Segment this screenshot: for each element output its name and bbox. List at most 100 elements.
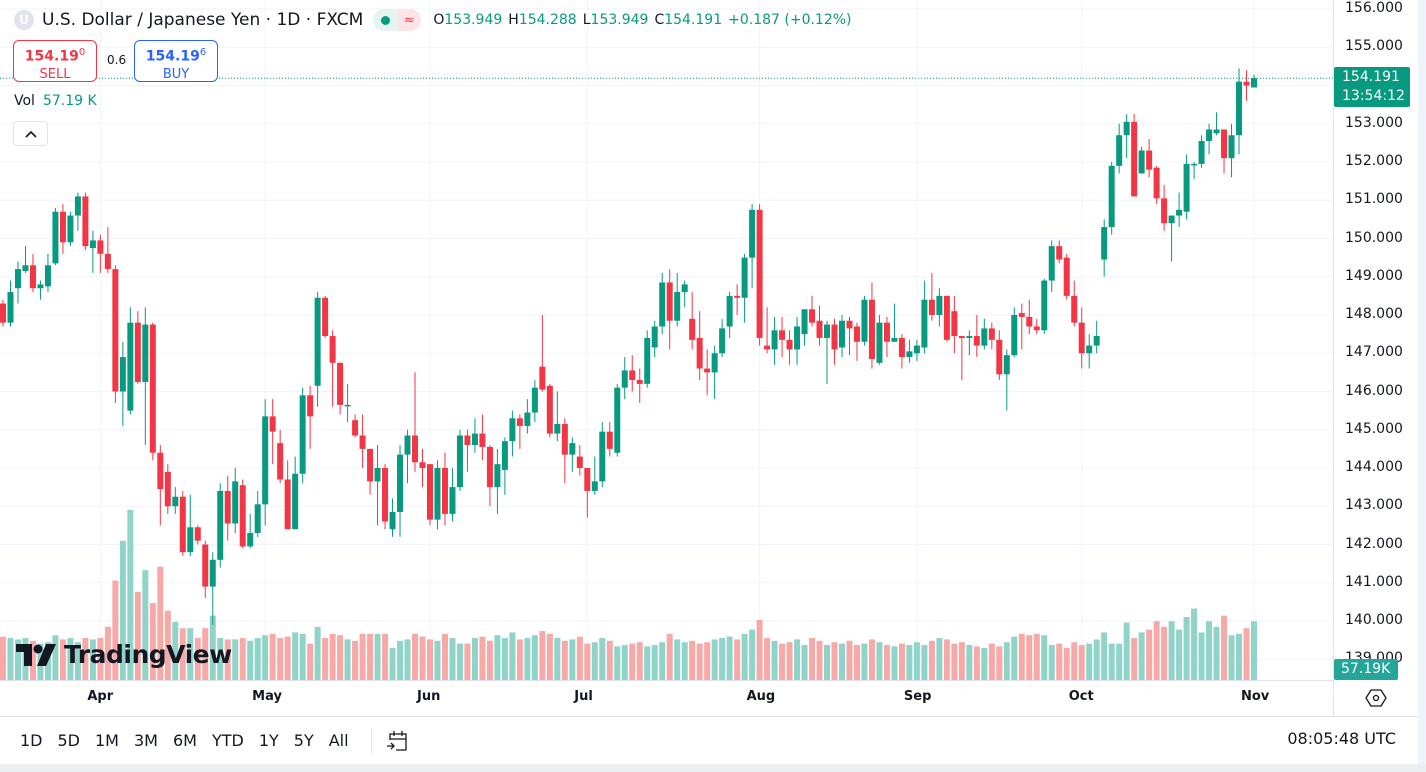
candle-up (524, 412, 531, 426)
candle-up (1003, 355, 1010, 375)
candle-up (741, 257, 748, 298)
market-open-dot-icon[interactable] (373, 9, 398, 31)
symbol-title[interactable]: U.S. Dollar / Japanese Yen · 1D · FXCM (42, 10, 364, 30)
range-ytd[interactable]: YTD (211, 731, 244, 750)
buy-button[interactable]: 154.196 BUY (134, 40, 218, 82)
volume-bar (314, 626, 321, 680)
candle-up (434, 468, 441, 520)
price-tick-label: 156.000 (1345, 0, 1403, 16)
candle-up (681, 284, 688, 293)
market-status-badges[interactable]: ≈ (373, 9, 422, 31)
volume-bar (1101, 632, 1108, 680)
candle-down (82, 196, 89, 247)
volume-bar (7, 638, 14, 680)
candle-down (269, 416, 276, 432)
candle-up (1101, 227, 1108, 260)
delayed-data-icon[interactable]: ≈ (397, 9, 422, 31)
volume-bar (412, 633, 419, 680)
volume-bar (636, 642, 643, 680)
range-6m[interactable]: 6M (172, 731, 197, 750)
volume-bar (756, 619, 763, 680)
volume-bar (397, 640, 404, 680)
range-5y[interactable]: 5Y (293, 731, 314, 750)
volume-bar (179, 628, 186, 680)
volume-bar (958, 642, 965, 680)
range-all[interactable]: All (328, 731, 349, 750)
candle-up (89, 240, 96, 249)
time-tick-label: Nov (1241, 689, 1270, 704)
symbol-logo-icon: U (14, 10, 34, 30)
volume-bar (1176, 629, 1183, 680)
sell-button[interactable]: 154.190 SELL (13, 40, 97, 82)
candle-up (569, 443, 576, 455)
candle-down (988, 328, 995, 340)
volume-bar (794, 639, 801, 680)
candle-up (1123, 121, 1130, 136)
candle-down (419, 462, 426, 468)
volume-bar (883, 645, 890, 680)
volume-bar (89, 639, 96, 680)
candle-up (127, 322, 134, 411)
collapse-legend-button[interactable] (13, 121, 48, 146)
range-1y[interactable]: 1Y (258, 731, 279, 750)
volume-bar (1153, 621, 1160, 680)
volume-bar (1048, 645, 1055, 680)
volume-bar (1251, 621, 1257, 680)
volume-bar (1056, 643, 1063, 680)
candle-down (1063, 257, 1070, 296)
candle-down (97, 240, 104, 254)
volume-bar (157, 566, 164, 680)
candle-down (943, 295, 950, 340)
volume-bar (1078, 645, 1085, 680)
candle-up (1168, 215, 1175, 224)
range-3m[interactable]: 3M (133, 731, 158, 750)
volume-bar (449, 638, 456, 680)
candle-down (786, 339, 793, 350)
candle-up (1011, 315, 1018, 356)
candle-up (172, 496, 179, 507)
volume-bar (973, 646, 980, 680)
candle-up (651, 326, 658, 348)
volume-bar (1198, 632, 1205, 680)
volume-bar (322, 638, 329, 680)
high-value: 154.288 (518, 12, 577, 28)
utc-clock[interactable]: 08:05:48 UTC (1287, 729, 1396, 748)
range-1d[interactable]: 1D (20, 731, 43, 750)
candle-up (52, 211, 59, 264)
range-1m[interactable]: 1M (95, 731, 119, 750)
volume-bar (486, 640, 493, 680)
candle-down (412, 435, 419, 463)
volume-bar (1236, 633, 1243, 680)
price-chart[interactable] (0, 0, 1426, 716)
volume-legend[interactable]: Vol 57.19 K (14, 93, 97, 109)
candle-up (1183, 163, 1190, 212)
volume-bar (576, 636, 583, 680)
candle-down (1146, 150, 1153, 170)
volume-bar (659, 642, 666, 680)
volume-bar (426, 639, 433, 680)
go-to-date-calendar-icon[interactable] (386, 729, 410, 753)
volume-bar (1033, 633, 1040, 680)
candle-up (142, 324, 149, 382)
candle-up (494, 464, 501, 488)
volume-bar (0, 636, 6, 680)
volume-bar (704, 642, 711, 680)
chart-settings-button[interactable] (1365, 688, 1387, 712)
volume-bar (1063, 647, 1070, 680)
candle-up (501, 441, 508, 470)
bottom-toolbar: 1D 5D 1M 3M 6M YTD 1Y 5Y All 08:05:48 UT… (0, 716, 1418, 764)
candle-down (584, 468, 591, 491)
volume-bar (868, 639, 875, 680)
buy-price: 154.19 (145, 48, 200, 65)
candle-up (74, 196, 81, 216)
candle-down (883, 322, 890, 342)
toolbar-divider (370, 727, 372, 754)
candle-down (352, 420, 359, 436)
candle-up (292, 473, 299, 530)
candle-up (217, 490, 224, 560)
volume-bar (97, 638, 104, 680)
range-5d[interactable]: 5D (57, 731, 81, 750)
volume-bar (726, 636, 733, 680)
candle-down (382, 468, 389, 522)
tradingview-logo[interactable]: TradingView (16, 640, 232, 669)
